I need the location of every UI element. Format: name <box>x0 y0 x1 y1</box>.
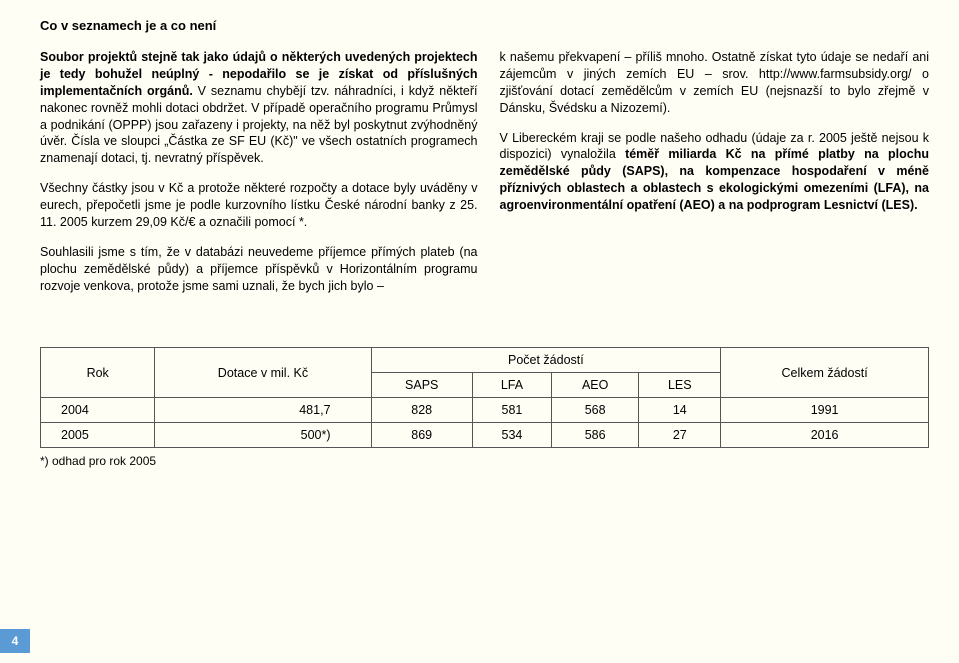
col-header-aeo: AEO <box>551 373 638 398</box>
table-row: 2004 481,7 828 581 568 14 1991 <box>41 398 929 423</box>
cell-les: 27 <box>639 423 721 448</box>
cell-rok: 2005 <box>41 423 155 448</box>
col-header-dotace: Dotace v mil. Kč <box>155 348 371 398</box>
cell-saps: 869 <box>371 423 472 448</box>
paragraph: Všechny částky jsou v Kč a protože někte… <box>40 180 478 231</box>
table-row: 2005 500*) 869 534 586 27 2016 <box>41 423 929 448</box>
col-header-les: LES <box>639 373 721 398</box>
paragraph: Souhlasili jsme s tím, že v databázi neu… <box>40 244 478 295</box>
cell-celkem: 2016 <box>721 423 929 448</box>
table-header-row: Rok Dotace v mil. Kč Počet žádostí Celke… <box>41 348 929 373</box>
col-header-rok: Rok <box>41 348 155 398</box>
cell-dotace: 500*) <box>155 423 371 448</box>
section-heading: Co v seznamech je a co není <box>40 18 929 33</box>
paragraph: Soubor projektů stejně tak jako údajů o … <box>40 49 478 167</box>
table-footnote: *) odhad pro rok 2005 <box>40 454 929 468</box>
col-header-celkem: Celkem žádostí <box>721 348 929 398</box>
cell-aeo: 586 <box>551 423 638 448</box>
cell-les: 14 <box>639 398 721 423</box>
cell-saps: 828 <box>371 398 472 423</box>
left-column: Soubor projektů stejně tak jako údajů o … <box>40 49 478 307</box>
page-number: 4 <box>0 629 30 653</box>
col-header-pocet: Počet žádostí <box>371 348 721 373</box>
cell-lfa: 581 <box>472 398 551 423</box>
paragraph: V Libereckém kraji se podle našeho odhad… <box>500 130 930 214</box>
right-column: k našemu překvapení – příliš mnoho. Osta… <box>500 49 930 307</box>
col-header-lfa: LFA <box>472 373 551 398</box>
cell-aeo: 568 <box>551 398 638 423</box>
paragraph: k našemu překvapení – příliš mnoho. Osta… <box>500 49 930 117</box>
cell-rok: 2004 <box>41 398 155 423</box>
cell-dotace: 481,7 <box>155 398 371 423</box>
data-table-container: Rok Dotace v mil. Kč Počet žádostí Celke… <box>40 347 929 468</box>
col-header-saps: SAPS <box>371 373 472 398</box>
cell-lfa: 534 <box>472 423 551 448</box>
data-table: Rok Dotace v mil. Kč Počet žádostí Celke… <box>40 347 929 448</box>
text-columns: Soubor projektů stejně tak jako údajů o … <box>40 49 929 307</box>
cell-celkem: 1991 <box>721 398 929 423</box>
